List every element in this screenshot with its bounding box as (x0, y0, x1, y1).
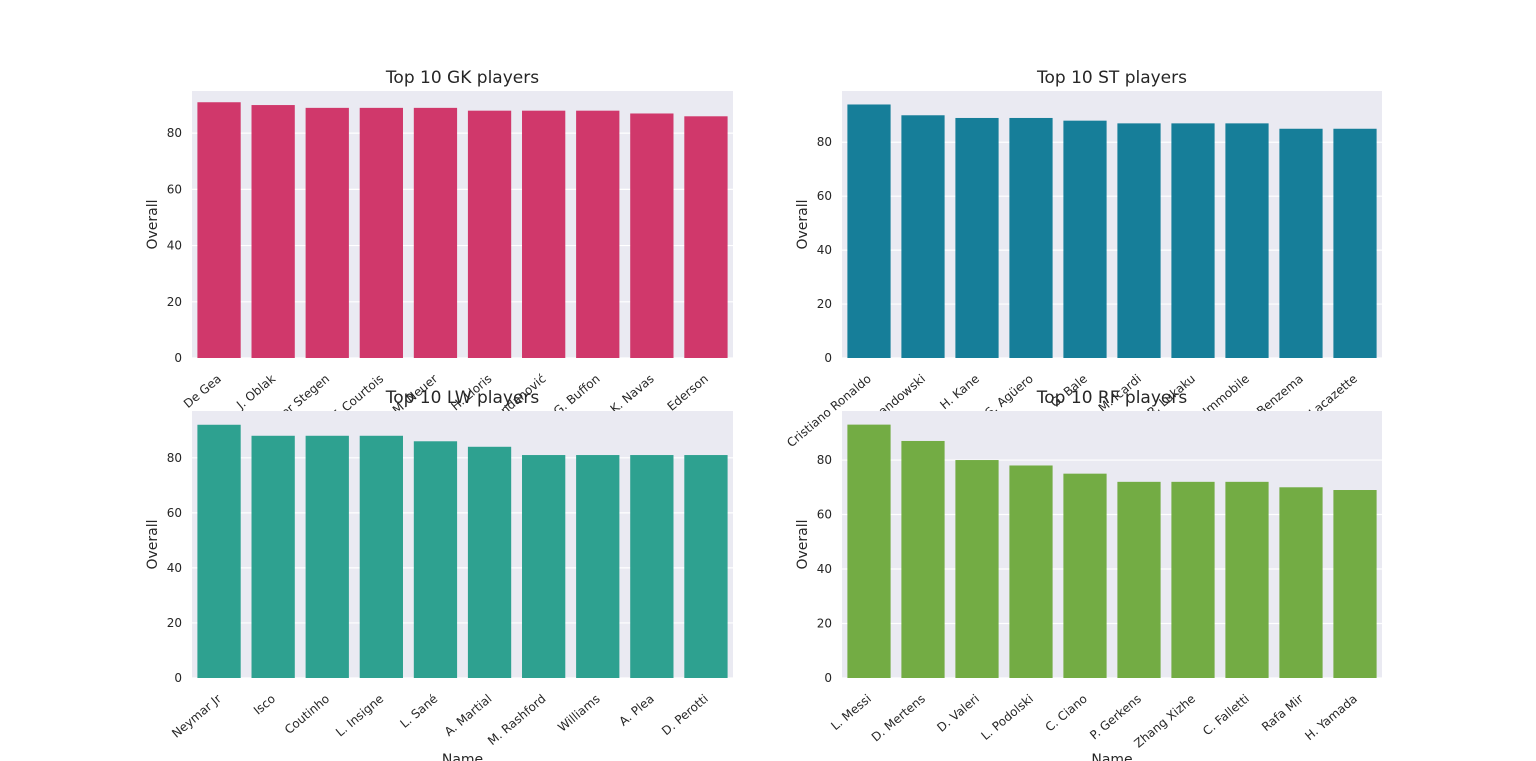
y-axis-label: Overall (795, 519, 811, 569)
x-tick-label: A. Martial (442, 692, 495, 739)
y-tick-label: 80 (817, 135, 832, 149)
bar (847, 424, 891, 678)
y-tick-label: 40 (167, 239, 182, 253)
x-tick-label: K. Navas (608, 372, 657, 417)
chart-title: Top 10 RF players (1036, 388, 1188, 408)
x-tick-label: P. Gerkens (1087, 692, 1144, 743)
y-tick-label: 40 (817, 562, 832, 576)
bar (684, 455, 728, 678)
bar (1333, 490, 1377, 678)
x-tick-label: D. Valeri (934, 692, 982, 735)
chart-title: Top 10 LW players (385, 388, 540, 408)
bar (901, 440, 945, 678)
bar (630, 113, 674, 358)
y-tick-label: 40 (167, 561, 182, 575)
bar (467, 446, 512, 678)
x-tick-label: H. Yamada (1302, 692, 1360, 744)
x-tick-label: J. Oblak (233, 372, 278, 413)
bar (467, 110, 512, 359)
y-axis-label: Overall (145, 519, 161, 569)
y-tick-label: 0 (174, 351, 182, 365)
x-tick-label: Isco (251, 692, 278, 718)
bar (359, 435, 403, 678)
y-tick-label: 60 (167, 182, 182, 196)
bar (1225, 123, 1269, 358)
x-tick-label: Williams (555, 692, 602, 735)
x-tick-label: H. Kane (937, 372, 982, 413)
bar (1279, 128, 1323, 358)
y-tick-label: 0 (824, 351, 832, 365)
bar (847, 104, 891, 358)
bar (413, 107, 458, 358)
bar (305, 435, 349, 678)
x-tick-label: Ederson (665, 372, 711, 414)
bar (197, 102, 241, 359)
bar (522, 455, 566, 678)
y-tick-label: 0 (174, 671, 182, 685)
bar (1117, 123, 1161, 358)
y-tick-label: 0 (824, 671, 832, 685)
bar (1117, 481, 1161, 678)
bar (359, 107, 403, 358)
bar (305, 107, 349, 358)
x-tick-label: Neymar Jr (169, 692, 224, 741)
bar (1009, 465, 1053, 678)
x-tick-label: D. Perotti (659, 692, 711, 739)
bar (1063, 120, 1107, 359)
y-tick-label: 20 (167, 295, 182, 309)
x-tick-label: De Gea (181, 372, 224, 411)
bar (522, 110, 566, 359)
bar (1063, 473, 1107, 678)
bar (1279, 487, 1323, 678)
x-tick-label: L. Sané (397, 692, 440, 731)
chart-panel-3: 0 20 40 60 80 Neymar Jr Isco Coutinho L. Insigne… (145, 388, 733, 761)
bar (197, 424, 241, 678)
bar (684, 116, 728, 358)
x-tick-label: A. Plea (616, 692, 656, 729)
x-tick-label: L. Podolski (978, 692, 1035, 743)
bar (413, 441, 458, 678)
y-tick-label: 80 (817, 453, 832, 467)
y-tick-label: 20 (167, 616, 182, 630)
x-tick-label: L. Messi (828, 692, 874, 734)
y-tick-label: 40 (817, 243, 832, 257)
x-axis-label: Name (1091, 752, 1132, 761)
x-tick-label: D. Mertens (869, 692, 928, 745)
bar (955, 117, 999, 358)
bar (1009, 117, 1053, 358)
bar (955, 460, 999, 678)
bar (576, 110, 620, 359)
y-tick-label: 60 (167, 506, 182, 520)
bar (251, 435, 295, 678)
bar (901, 115, 945, 358)
bar (251, 105, 295, 358)
y-tick-label: 20 (817, 297, 832, 311)
y-tick-label: 60 (817, 508, 832, 522)
y-tick-label: 20 (817, 617, 832, 631)
bar (576, 455, 620, 678)
bar (1225, 481, 1269, 678)
bar (1171, 123, 1215, 358)
y-axis-label: Overall (145, 199, 161, 249)
x-tick-label: Coutinho (282, 692, 332, 737)
y-axis-label: Overall (795, 199, 811, 249)
x-tick-label: L. Insigne (333, 692, 386, 740)
x-tick-label: C. Ciano (1043, 692, 1090, 735)
x-axis-label: Name (442, 752, 483, 761)
y-tick-label: 80 (167, 451, 182, 465)
x-tick-label: M. Rashford (485, 692, 549, 748)
chart-title: Top 10 ST players (1036, 68, 1187, 88)
bar (630, 455, 674, 678)
x-tick-label: C. Falletti (1200, 692, 1252, 739)
y-tick-label: 60 (817, 189, 832, 203)
bar (1171, 481, 1215, 678)
bar (1333, 128, 1377, 358)
y-tick-label: 80 (167, 126, 182, 140)
chart-title: Top 10 GK players (385, 68, 539, 88)
x-tick-label: Rafa Mir (1259, 692, 1306, 735)
